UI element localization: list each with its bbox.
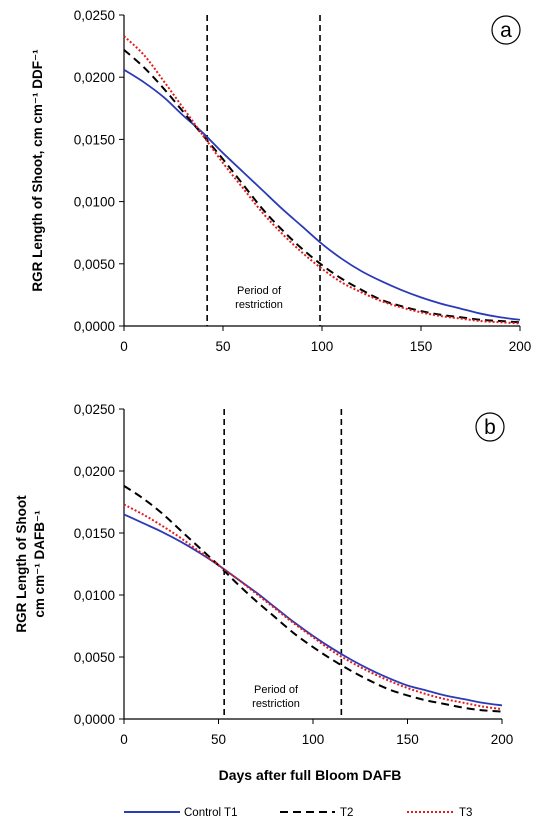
y-axis-label: RGR Length of Shoot, cm cm⁻¹ DDF⁻¹: [30, 49, 45, 292]
x-tick-label: 150: [410, 339, 433, 354]
y-tick-label: 0,0050: [74, 257, 115, 272]
y-tick-label: 0,0050: [74, 650, 115, 665]
x-tick-label: 50: [211, 732, 226, 747]
series-line-t2: [123, 49, 521, 324]
restriction-annotation: Period of restriction: [235, 285, 283, 311]
series-line-control: [123, 68, 521, 321]
x-tick-label: 100: [311, 339, 334, 354]
x-tick-label: 150: [396, 732, 419, 747]
x-axis-label: Days after full Bloom DAFB: [219, 767, 402, 783]
legend-label-control: Control T1: [184, 807, 237, 819]
panel-label: b: [484, 416, 496, 439]
panel-label-circle: [491, 15, 521, 45]
y-tick-label: 0,0200: [74, 70, 115, 85]
y-tick-label: 0,0200: [74, 464, 115, 479]
legend-label-t2: T2: [340, 807, 353, 819]
chart-panel-a: 0,0000 0,0050 0,0100 0,0150 0,0200 0,0250 0 50 1…: [30, 8, 531, 354]
y-axis-label: RGR Length of Shoot cm cm⁻¹ DAFB⁻¹: [14, 495, 47, 633]
legend-label-t3: T3: [459, 807, 472, 819]
x-tick-label: 200: [509, 339, 532, 354]
series-line-t3: [123, 503, 503, 711]
y-tick-label: 0,0150: [74, 526, 115, 541]
restriction-annotation: Period of restriction: [252, 684, 300, 710]
series-line-t2: [123, 485, 503, 713]
y-tick-label: 0,0250: [74, 402, 115, 417]
panel-label: a: [500, 19, 512, 42]
series-line-control: [123, 513, 503, 707]
y-tick-label: 0,0250: [74, 8, 115, 23]
legend: Control T1 T2 T3: [124, 807, 472, 819]
series-line-t3: [123, 35, 521, 325]
y-tick-label: 0,0150: [74, 132, 115, 147]
panel-label-circle: [475, 412, 505, 442]
x-tick-label: 100: [302, 732, 325, 747]
y-tick-label: 0,0000: [74, 319, 115, 334]
x-tick-label: 200: [491, 732, 514, 747]
y-tick-label: 0,0100: [74, 195, 115, 210]
chart-panel-b: 0,0000 0,0050 0,0100 0,0150 0,0200 0,0250 0 50 1…: [14, 402, 513, 747]
y-tick-label: 0,0100: [74, 588, 115, 603]
y-tick-label: 0,0000: [74, 712, 115, 727]
x-tick-label: 0: [120, 732, 128, 747]
x-tick-label: 0: [120, 339, 128, 354]
x-tick-label: 50: [215, 339, 230, 354]
